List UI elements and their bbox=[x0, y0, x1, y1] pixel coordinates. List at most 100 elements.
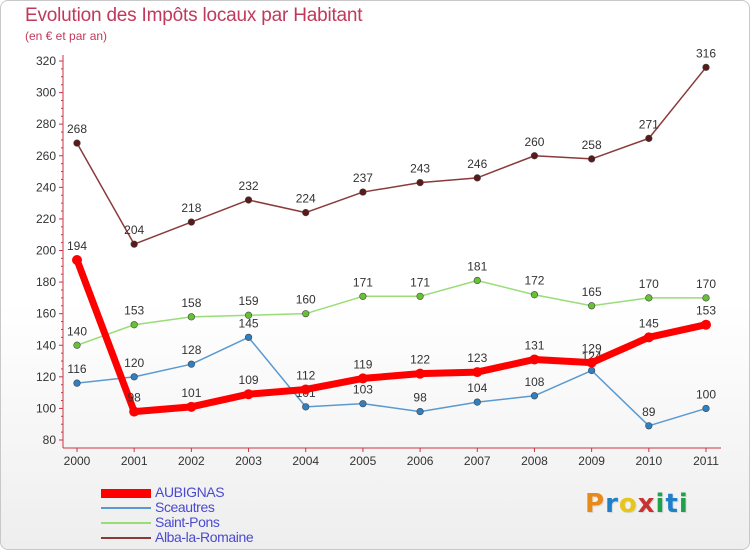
data-point bbox=[359, 292, 367, 300]
data-label: 123 bbox=[467, 351, 487, 365]
data-point bbox=[473, 276, 481, 285]
data-label: 181 bbox=[467, 260, 487, 274]
data-label: 271 bbox=[639, 117, 659, 131]
data-label: 218 bbox=[181, 201, 201, 215]
data-label: 243 bbox=[410, 162, 430, 176]
x-tick-label: 2003 bbox=[235, 454, 262, 468]
data-point bbox=[357, 373, 368, 384]
data-label: 171 bbox=[353, 275, 373, 289]
data-point bbox=[72, 254, 82, 265]
data-point bbox=[701, 319, 711, 330]
data-point bbox=[302, 403, 310, 411]
data-label: 98 bbox=[128, 391, 142, 405]
data-label: 145 bbox=[639, 316, 659, 330]
data-point bbox=[186, 401, 197, 412]
data-point bbox=[645, 294, 653, 302]
data-point bbox=[244, 311, 253, 319]
x-tick-label: 2001 bbox=[121, 454, 148, 468]
data-point bbox=[702, 404, 710, 413]
legend-swatch bbox=[101, 537, 151, 539]
y-tick-label: 240 bbox=[36, 180, 56, 194]
y-tick-label: 280 bbox=[36, 117, 56, 131]
legend-label: Alba-la-Romaine bbox=[155, 529, 254, 545]
data-point bbox=[300, 384, 311, 395]
data-label: 129 bbox=[582, 342, 602, 356]
data-label: 131 bbox=[524, 338, 544, 352]
data-label: 153 bbox=[124, 304, 144, 318]
proxiti-logo: Proxiti bbox=[585, 489, 689, 519]
data-point bbox=[588, 302, 596, 310]
series-line-sceautres bbox=[76, 336, 707, 427]
logo-letter: P bbox=[585, 489, 606, 519]
data-point bbox=[472, 367, 483, 378]
data-label: 120 bbox=[124, 356, 144, 370]
x-tick-label: 2006 bbox=[407, 454, 434, 468]
data-label: 140 bbox=[67, 324, 87, 338]
y-tick-label: 80 bbox=[43, 433, 57, 447]
y-tick-label: 180 bbox=[36, 275, 56, 289]
data-point bbox=[643, 332, 654, 343]
data-label: 100 bbox=[696, 387, 716, 401]
data-point bbox=[130, 321, 138, 329]
data-point bbox=[588, 366, 596, 375]
data-point bbox=[187, 218, 195, 226]
data-label: 103 bbox=[353, 383, 373, 397]
data-point bbox=[302, 310, 310, 318]
data-label: 158 bbox=[181, 296, 201, 310]
data-label: 170 bbox=[696, 277, 716, 291]
x-tick-label: 2009 bbox=[578, 454, 605, 468]
x-tick-label: 2005 bbox=[350, 454, 377, 468]
x-tick-label: 2004 bbox=[292, 454, 319, 468]
data-point bbox=[702, 294, 710, 302]
data-label: 122 bbox=[410, 353, 430, 367]
y-tick-label: 160 bbox=[36, 307, 56, 321]
data-label: 89 bbox=[642, 405, 656, 419]
legend-swatch bbox=[101, 507, 151, 509]
legend-swatch bbox=[101, 522, 151, 524]
data-point bbox=[129, 406, 140, 417]
data-label: 145 bbox=[239, 316, 259, 330]
x-tick-label: 2010 bbox=[635, 454, 662, 468]
data-point bbox=[302, 209, 310, 217]
data-point bbox=[244, 196, 253, 204]
data-point bbox=[416, 292, 424, 300]
data-label: 204 bbox=[124, 223, 144, 237]
data-point bbox=[645, 134, 653, 142]
data-point bbox=[588, 155, 596, 163]
data-point bbox=[130, 240, 138, 248]
y-tick-label: 140 bbox=[36, 338, 56, 352]
data-point bbox=[530, 392, 539, 400]
data-point bbox=[416, 178, 424, 187]
x-tick-label: 2000 bbox=[64, 454, 91, 468]
x-tick-label: 2002 bbox=[178, 454, 205, 468]
data-point bbox=[187, 360, 195, 368]
data-label: 237 bbox=[353, 171, 373, 185]
data-point bbox=[416, 407, 424, 416]
y-tick-label: 120 bbox=[36, 370, 56, 384]
y-tick-label: 220 bbox=[36, 212, 56, 226]
data-label: 119 bbox=[353, 357, 372, 371]
series-line-saint-pons bbox=[76, 279, 707, 346]
legend-swatch bbox=[101, 489, 151, 498]
chart-subtitle: (en € et par an) bbox=[25, 29, 108, 43]
y-tick-label: 100 bbox=[36, 401, 56, 415]
data-point bbox=[530, 152, 539, 160]
y-tick-label: 300 bbox=[36, 86, 56, 100]
logo-letter: i bbox=[655, 489, 666, 519]
data-label: 128 bbox=[181, 343, 201, 357]
logo-letter: x bbox=[637, 489, 656, 519]
x-tick-label: 2008 bbox=[521, 454, 548, 468]
legend-label: Sceautres bbox=[155, 499, 215, 515]
data-point bbox=[415, 368, 426, 379]
data-point bbox=[73, 341, 81, 349]
data-label: 224 bbox=[296, 192, 316, 206]
chart-title: Evolution des Impôts locaux par Habitant bbox=[25, 5, 363, 26]
data-label: 268 bbox=[67, 122, 87, 136]
data-label: 171 bbox=[410, 275, 430, 289]
data-label: 165 bbox=[582, 285, 602, 299]
data-label: 260 bbox=[524, 135, 544, 149]
logo-letter: i bbox=[678, 489, 689, 519]
data-point bbox=[586, 357, 597, 368]
